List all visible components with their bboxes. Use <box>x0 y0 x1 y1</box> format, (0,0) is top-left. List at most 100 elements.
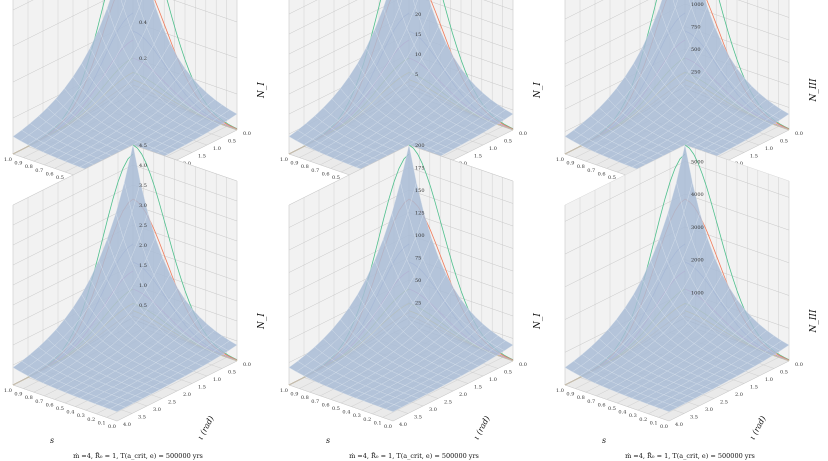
y-tick-label: 1.5 <box>750 385 758 391</box>
x-tick-label: 0.2 <box>363 417 371 423</box>
y-tick-label: 1.0 <box>213 377 221 383</box>
surface-mesh <box>288 144 514 412</box>
y-tick-label: 3.5 <box>138 415 146 421</box>
x-tick-label: 0.5 <box>56 175 64 181</box>
x-tick-label: 0.5 <box>332 406 340 412</box>
x-tick-label: 0.0 <box>108 424 116 430</box>
z-tick-label: 25 <box>415 301 421 307</box>
y-tick-label: 0.5 <box>504 370 512 376</box>
x-tick-label: 0.6 <box>598 402 606 408</box>
z-tick-label: 1.5 <box>139 263 147 269</box>
y-tick-label: 3.0 <box>153 407 161 413</box>
z-tick-label: 175 <box>415 166 425 172</box>
z-tick-label: 1000 <box>691 2 704 8</box>
x-tick-label: 0.9 <box>290 392 298 398</box>
z-tick-label: 2.0 <box>139 243 147 249</box>
x-tick-label: 0.3 <box>629 413 637 419</box>
z-tick-label: 15 <box>415 32 421 38</box>
z-tick-label: 50 <box>415 278 421 284</box>
y-tick-label: 2.5 <box>168 400 176 406</box>
z-axis-label: N_I <box>257 313 267 330</box>
y-tick-label: 1.5 <box>474 154 482 160</box>
x-tick-label: 0.8 <box>577 164 585 170</box>
y-tick-label: 1.5 <box>198 385 206 391</box>
y-tick-label: 0.5 <box>228 139 236 145</box>
surface-face <box>137 0 142 8</box>
x-tick-label: 0.0 <box>384 424 392 430</box>
y-tick-label: 0.0 <box>519 362 527 368</box>
chart-panel: 1.00.90.80.70.60.50.40.30.20.10.00.00.51… <box>280 0 543 229</box>
surface-face <box>689 0 694 8</box>
y-tick-label: 0.0 <box>243 362 251 368</box>
x-tick-label: 0.9 <box>14 161 22 167</box>
z-axis-label: N_III <box>809 78 819 102</box>
y-tick-label: 1.5 <box>474 385 482 391</box>
y-tick-label: 1.0 <box>489 146 497 152</box>
chart-panel: 1.00.90.80.70.60.50.40.30.20.10.00.00.51… <box>4 143 267 460</box>
y-tick-label: 3.0 <box>429 407 437 413</box>
x-tick-label: 0.8 <box>25 395 33 401</box>
surface-mesh <box>564 0 790 181</box>
z-tick-label: 100 <box>415 233 425 239</box>
y-tick-label: 4.0 <box>399 422 407 428</box>
y-tick-label: 0.5 <box>780 370 788 376</box>
z-axis-label: N_I <box>257 82 267 99</box>
x-axis-label: s <box>326 436 330 445</box>
z-tick-label: 0.5 <box>139 303 147 309</box>
x-tick-label: 0.1 <box>650 420 658 426</box>
z-tick-label: 3000 <box>691 225 704 231</box>
surface-face <box>413 0 418 8</box>
y-tick-label: 0.0 <box>795 362 803 368</box>
z-grid-line <box>564 0 790 42</box>
x-tick-label: 0.6 <box>46 171 54 177</box>
z-tick-label: 1.0 <box>139 283 147 289</box>
z-tick-label: 3.0 <box>139 203 147 209</box>
x-tick-label: 0.6 <box>322 171 330 177</box>
y-axis-label: ι (rad) <box>472 414 492 441</box>
z-axis-label: N_III <box>809 309 819 333</box>
z-tick-label: 125 <box>415 211 425 217</box>
x-tick-label: 0.9 <box>566 161 574 167</box>
x-tick-label: 0.8 <box>301 164 309 170</box>
panel-caption: ṁ =4, R̄₀ = 1, T(a_crit, e) = 500000 yrs <box>625 451 755 460</box>
y-tick-label: 1.0 <box>765 146 773 152</box>
x-tick-label: 0.9 <box>566 392 574 398</box>
z-tick-label: 10 <box>415 52 421 58</box>
y-tick-label: 4.0 <box>123 422 131 428</box>
y-axis-label: ι (rad) <box>748 414 768 441</box>
surface-mesh <box>564 144 790 412</box>
x-tick-label: 0.7 <box>587 399 595 405</box>
x-tick-label: 0.5 <box>608 406 616 412</box>
y-tick-label: 3.5 <box>690 415 698 421</box>
y-tick-label: 2.0 <box>183 392 191 398</box>
z-tick-label: 500 <box>691 47 701 53</box>
y-tick-label: 0.5 <box>504 139 512 145</box>
y-tick-label: 1.5 <box>198 154 206 160</box>
z-tick-label: 1000 <box>691 290 704 296</box>
z-tick-label: 2.5 <box>139 223 147 229</box>
panel-caption: ṁ =4, R̄₀ = 1, T(a_crit, e) = 500000 yrs <box>73 451 203 460</box>
x-axis-label: s <box>50 436 54 445</box>
x-tick-label: 0.6 <box>322 402 330 408</box>
y-tick-label: 2.5 <box>720 400 728 406</box>
z-tick-label: 2000 <box>691 258 704 264</box>
z-tick-label: 150 <box>415 188 425 194</box>
surface-face <box>385 404 403 412</box>
x-tick-label: 0.7 <box>35 168 43 174</box>
y-tick-label: 1.0 <box>765 377 773 383</box>
panel-caption: ṁ =4, R̄₀ = 1, T(a_crit, e) = 500000 yrs <box>349 451 479 460</box>
y-tick-label: 1.0 <box>489 377 497 383</box>
x-tick-label: 0.5 <box>332 175 340 181</box>
y-tick-label: 2.5 <box>444 400 452 406</box>
surface-face <box>661 404 679 412</box>
x-tick-label: 0.1 <box>374 420 382 426</box>
x-tick-label: 0.2 <box>639 417 647 423</box>
chart-panel: 1.00.90.80.70.60.50.40.30.20.10.00.00.51… <box>556 144 819 460</box>
x-tick-label: 1.0 <box>280 388 288 394</box>
x-tick-label: 0.4 <box>66 410 74 416</box>
x-tick-label: 0.2 <box>87 417 95 423</box>
y-tick-label: 0.0 <box>243 131 251 137</box>
x-tick-label: 0.8 <box>301 395 309 401</box>
chart-panel: 1.00.90.80.70.60.50.40.30.20.10.00.00.51… <box>280 143 543 460</box>
